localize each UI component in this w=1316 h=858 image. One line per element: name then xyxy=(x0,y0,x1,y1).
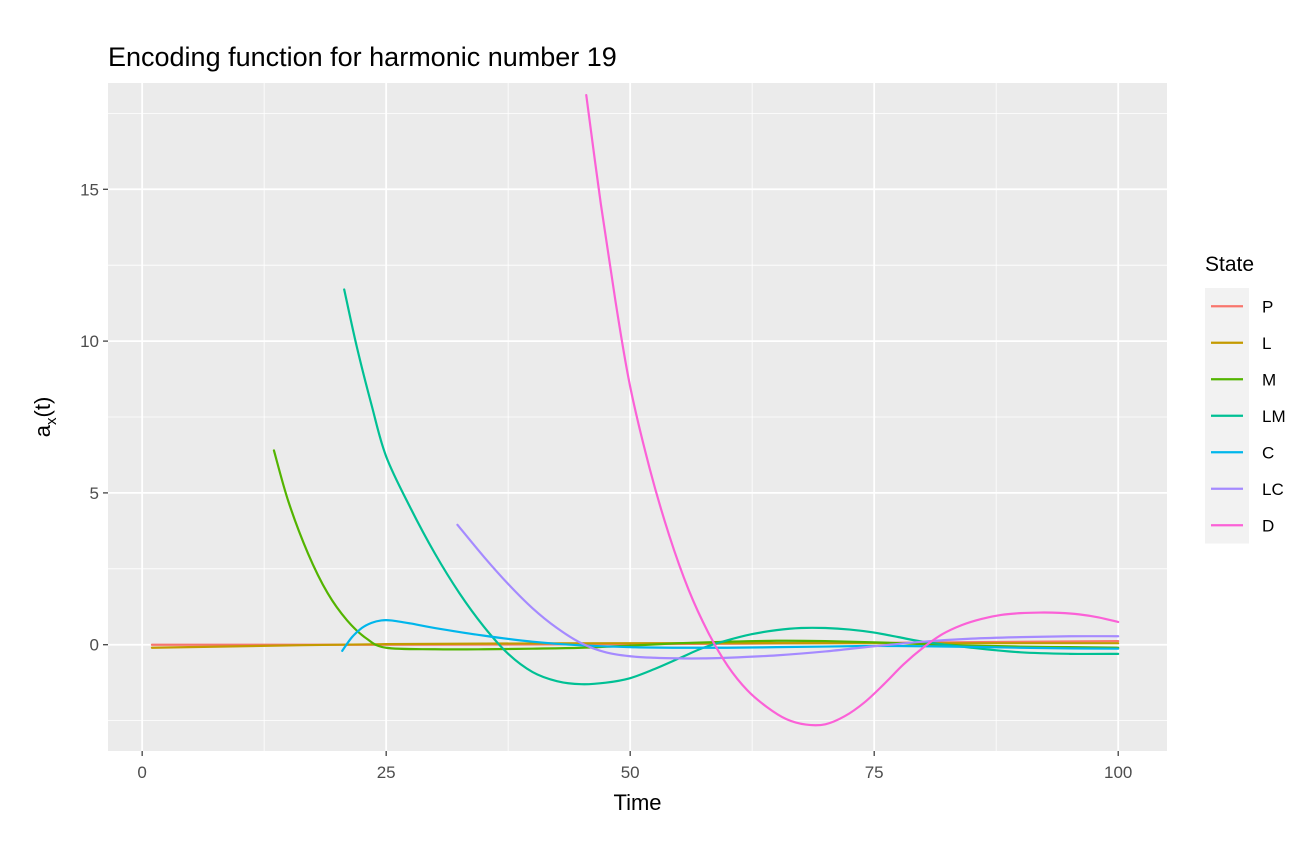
legend-label-m: M xyxy=(1262,370,1276,389)
y-tick-label: 5 xyxy=(90,484,99,503)
grid-minor xyxy=(108,83,1167,751)
legend-label-p: P xyxy=(1262,297,1273,316)
y-axis-label: ax(t) xyxy=(30,397,60,438)
series-line-lc xyxy=(456,523,1120,660)
x-tick-label: 0 xyxy=(137,763,146,782)
x-tick-label: 75 xyxy=(865,763,884,782)
legend-label-l: L xyxy=(1262,334,1271,353)
x-tick-label: 50 xyxy=(621,763,640,782)
y-tick-label: 10 xyxy=(80,332,99,351)
y-tick-label: 15 xyxy=(80,180,99,199)
y-axis-label-suffix: (t) xyxy=(30,397,55,418)
legend-title: State xyxy=(1205,253,1254,276)
series-line-c xyxy=(341,618,1120,652)
series-line-l xyxy=(150,642,1120,649)
y-tick-label: 0 xyxy=(90,636,99,655)
series-line-lm xyxy=(343,288,1120,686)
x-axis-label: Time xyxy=(613,790,661,815)
chart-title: Encoding function for harmonic number 19 xyxy=(108,42,617,72)
legend-label-lm: LM xyxy=(1262,407,1286,426)
legend-label-lc: LC xyxy=(1262,480,1284,499)
y-axis-label-main: a xyxy=(30,424,55,437)
x-axis: 0 25 50 75 100 xyxy=(137,751,1132,782)
y-axis-label-subscript: x xyxy=(43,417,60,425)
series-line-d xyxy=(585,94,1120,727)
legend-label-d: D xyxy=(1262,516,1274,535)
legend-label-c: C xyxy=(1262,443,1274,462)
x-tick-label: 25 xyxy=(377,763,396,782)
x-tick-label: 100 xyxy=(1104,763,1132,782)
y-axis: 0 5 10 15 xyxy=(80,180,108,655)
series-layer xyxy=(150,94,1120,727)
